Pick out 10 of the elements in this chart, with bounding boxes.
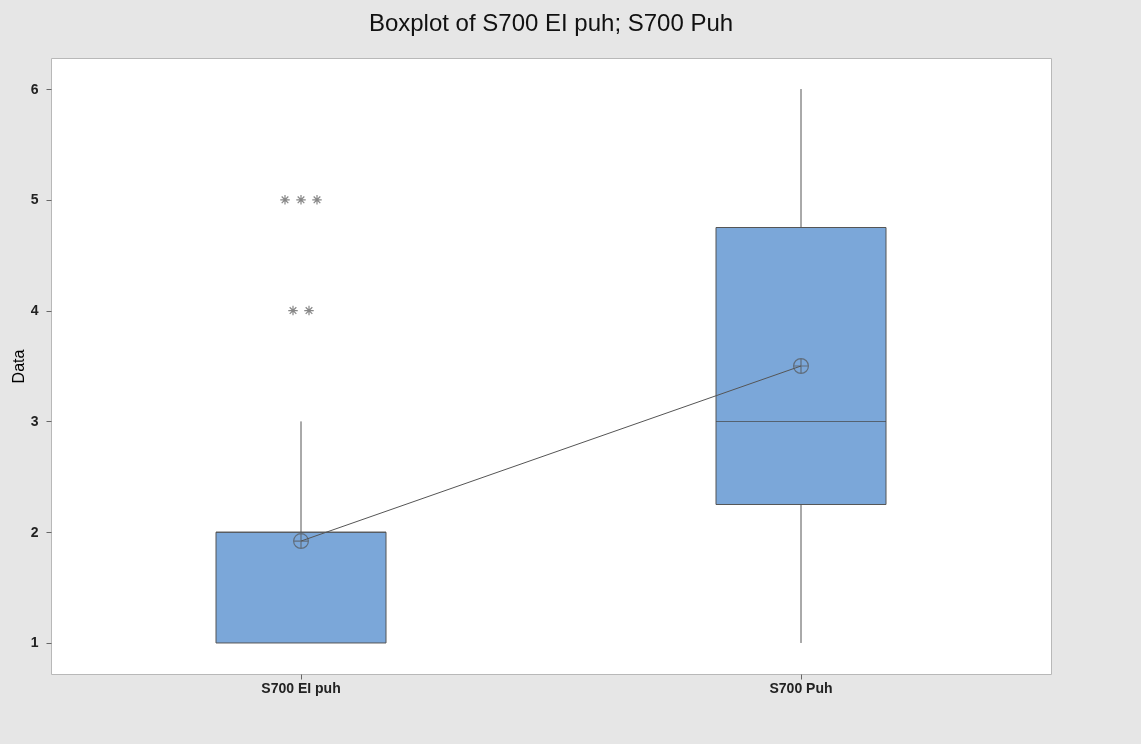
chart-title: Boxplot of S700 EI puh; S700 Puh bbox=[368, 9, 734, 36]
y-tick-label: 2 bbox=[30, 523, 39, 540]
x-tick-label: S700 EI puh bbox=[261, 679, 341, 696]
y-tick-label: 3 bbox=[30, 412, 39, 429]
y-axis-title: Data bbox=[9, 349, 27, 384]
x-tick-label: S700 Puh bbox=[769, 679, 833, 696]
y-tick-label: 1 bbox=[30, 634, 39, 651]
y-tick-label: 5 bbox=[30, 191, 39, 208]
y-tick-label: 6 bbox=[30, 80, 39, 97]
y-tick-label: 4 bbox=[30, 302, 39, 319]
